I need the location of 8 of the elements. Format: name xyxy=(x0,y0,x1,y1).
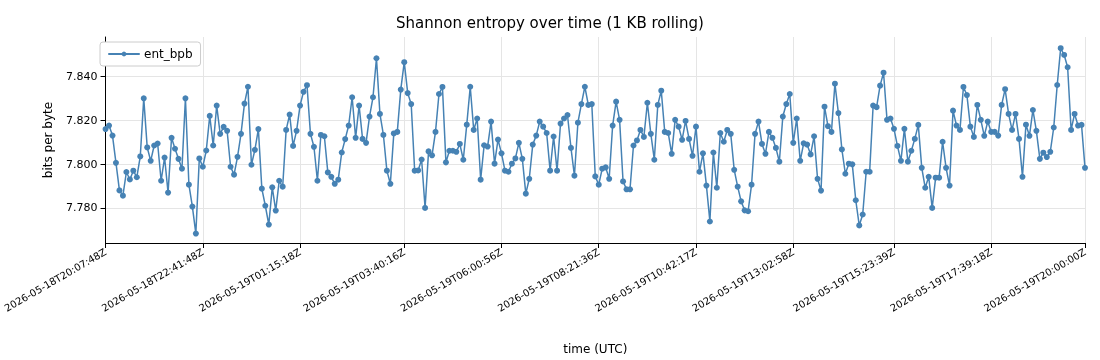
legend-label: ent_bpb xyxy=(144,47,193,61)
y-tick-label: 7.780 xyxy=(66,201,98,215)
x-axis-title: time (UTC) xyxy=(563,342,628,356)
y-tick-label: 7.820 xyxy=(66,113,98,127)
y-tick-label: 7.800 xyxy=(66,157,98,171)
y-axis-title: bits per byte xyxy=(40,101,55,179)
chart-title: Shannon entropy over time (1 KB rolling) xyxy=(396,13,704,32)
y-tick-label: 7.840 xyxy=(66,69,98,83)
